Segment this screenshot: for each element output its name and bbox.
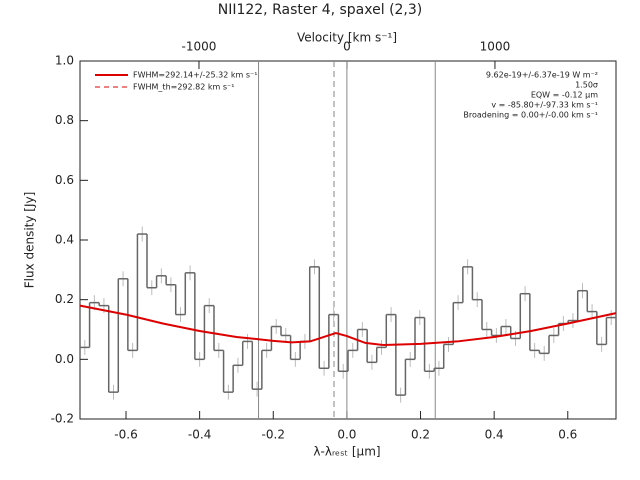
x-tick-label: 0.0 xyxy=(337,428,356,442)
y-tick-label: 0.8 xyxy=(55,113,74,127)
annotation: 9.62e-19+/-6.37e-19 W m⁻² xyxy=(486,71,598,80)
y-tick-label: 1.0 xyxy=(55,54,74,68)
annotation: Broadening = 0.00+/-0.00 km s⁻¹ xyxy=(463,111,598,120)
x-tick-label: 0.2 xyxy=(411,428,430,442)
y-tick-label: 0.2 xyxy=(55,292,74,306)
x-tick-label: 0.6 xyxy=(558,428,577,442)
x-tick-label: -0.2 xyxy=(262,428,285,442)
y-tick-label: 0.4 xyxy=(55,233,74,247)
chart-title: NII122, Raster 4, spaxel (2,3) xyxy=(218,2,423,18)
x-tick-label: -0.4 xyxy=(188,428,211,442)
annotation: EQW = -0.12 μm xyxy=(531,91,598,100)
annotation: 1.50σ xyxy=(575,81,598,90)
x2-tick-label: 1000 xyxy=(480,40,511,54)
legend-label: FWHM=292.14+/-25.32 km s⁻¹ xyxy=(133,71,257,80)
x2-tick-label: 0 xyxy=(343,40,351,54)
x2-tick-label: -1000 xyxy=(182,40,217,54)
x-tick-label: -0.6 xyxy=(114,428,137,442)
y-tick-label: 0.0 xyxy=(55,352,74,366)
legend-label: FWHM_th=292.82 km s⁻¹ xyxy=(133,83,234,92)
y-tick-label: -0.2 xyxy=(51,412,74,426)
x-tick-label: 0.4 xyxy=(485,428,504,442)
y-tick-label: 0.6 xyxy=(55,173,74,187)
x-axis-label: λ-λᵣₑₛₜ [μm] xyxy=(313,445,380,459)
annotation: v = -85.80+/-97.33 km s⁻¹ xyxy=(491,101,598,110)
fit-line xyxy=(79,304,617,347)
x2-axis-label: Velocity [km s⁻¹] xyxy=(297,31,397,45)
y-axis-label: Flux density [Jy] xyxy=(23,192,37,289)
